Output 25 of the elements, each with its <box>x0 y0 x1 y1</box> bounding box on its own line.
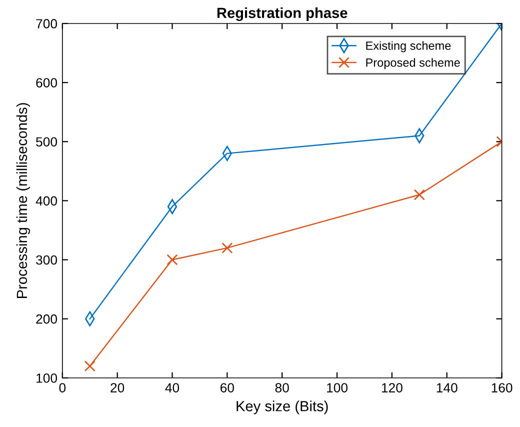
point <box>414 189 425 200</box>
legend-label: Proposed scheme <box>366 58 460 70</box>
point <box>222 242 233 254</box>
legend-label: Existing scheme <box>366 41 451 52</box>
x-tick-label: 120 <box>382 383 402 392</box>
x-tick-label: 0 <box>59 383 66 392</box>
x-tick-label: 140 <box>436 383 458 392</box>
point <box>166 254 178 266</box>
y-tick-label: 700 <box>36 19 58 28</box>
x-axis-title: Key size (Bits) <box>236 400 328 414</box>
y-axis-title: Processing time (milliseconds) <box>16 103 30 298</box>
y-tick-label: 400 <box>36 196 58 206</box>
y-tick-label: 600 <box>36 78 58 88</box>
x-tick-label: 60 <box>220 383 234 392</box>
y-tick-label: 300 <box>36 255 58 265</box>
x-tick-label: 20 <box>110 383 124 392</box>
x-tick-label: 80 <box>275 383 289 392</box>
y-tick-label: 100 <box>36 373 58 383</box>
chart-title: Registration phase <box>217 7 348 22</box>
point <box>84 360 96 372</box>
x-tick-label: 160 <box>492 383 512 392</box>
x-tick-label: 40 <box>165 383 180 392</box>
x-tick-label: 100 <box>327 383 348 392</box>
y-tick-label: 200 <box>36 314 58 324</box>
y-tick-label: 500 <box>36 137 58 147</box>
